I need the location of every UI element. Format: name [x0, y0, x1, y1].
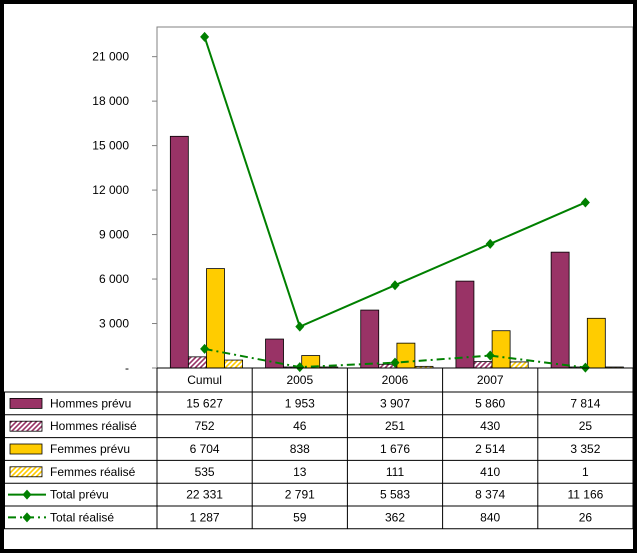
- data-label: 5 583: [380, 488, 410, 502]
- y-tick-label: 21 000: [92, 50, 129, 64]
- legend-marker: [22, 489, 32, 500]
- data-label: 11 166: [567, 488, 603, 502]
- point-marker: [390, 357, 400, 368]
- series-name: Femmes prévu: [50, 442, 130, 456]
- data-label: 251: [385, 419, 405, 433]
- data-label: 1 953: [285, 396, 315, 410]
- legend-swatch: [9, 443, 43, 455]
- category-label: Cumul: [187, 373, 222, 387]
- series-name: Total réalisé: [50, 510, 114, 524]
- data-label: 410: [480, 465, 500, 479]
- data-label: 26: [579, 510, 593, 524]
- bar-femmes-prévu: [491, 330, 511, 369]
- legend-swatch: [9, 420, 43, 432]
- category-label: 2005: [286, 373, 313, 387]
- chart-svg: - 3 000 6 000 9 000 12 000 15 000 18 000 21 000…: [4, 26, 633, 530]
- data-label: 362: [385, 510, 405, 524]
- bar-hommes-prévu: [455, 280, 475, 369]
- data-label: 13: [293, 465, 307, 479]
- chart-frame: - 3 000 6 000 9 000 12 000 15 000 18 000 21 000…: [4, 4, 633, 549]
- point-marker: [200, 343, 210, 354]
- bar-femmes-prévu: [396, 342, 416, 369]
- point-marker: [485, 350, 495, 361]
- data-label: 5 860: [475, 396, 505, 410]
- point-marker: [295, 362, 305, 373]
- data-label: 535: [195, 465, 215, 479]
- point-marker: [200, 31, 210, 42]
- bar-femmes-prévu: [206, 268, 225, 369]
- data-label: 22 331: [186, 488, 223, 502]
- legend-marker: [22, 512, 32, 523]
- series-name: Hommes prévu: [50, 396, 131, 410]
- data-label: 2 514: [475, 442, 505, 456]
- data-label: 1 287: [190, 510, 220, 524]
- plot-area: - 3 000 6 000 9 000 12 000 15 000 18 000 21 000: [92, 26, 633, 375]
- series-name: Total prévu: [50, 488, 109, 502]
- y-tick-label: 9 000: [99, 228, 129, 242]
- y-tick-label: 15 000: [92, 139, 129, 153]
- data-label: 430: [480, 419, 500, 433]
- data-label: 752: [195, 419, 215, 433]
- y-tick-label: -: [125, 361, 129, 375]
- data-label: 2 791: [285, 488, 315, 502]
- data-label: 1: [582, 465, 589, 479]
- point-marker: [390, 280, 400, 291]
- data-label: 6 704: [190, 442, 220, 456]
- data-label: 838: [290, 442, 310, 456]
- bar-hommes-réalisé: [473, 361, 493, 369]
- category-label: 2007: [477, 373, 504, 387]
- point-marker: [295, 321, 305, 332]
- data-label: 7 814: [570, 396, 600, 410]
- legend-swatch: [9, 397, 43, 409]
- bar-hommes-prévu: [169, 135, 189, 369]
- point-marker: [580, 197, 590, 208]
- data-label: 46: [293, 419, 307, 433]
- data-table: Cumul 2005 2006 2007 Hommes prévu 15 627 1 953…: [4, 367, 633, 530]
- data-label: 3 352: [570, 442, 600, 456]
- bar-hommes-réalisé: [188, 356, 207, 369]
- bar-femmes-réalisé: [509, 361, 529, 369]
- data-label: 1 676: [380, 442, 410, 456]
- legend-swatch: [9, 466, 43, 478]
- y-tick-label: 6 000: [99, 272, 129, 286]
- bar-femmes-réalisé: [224, 359, 243, 369]
- series-name: Hommes réalisé: [50, 419, 137, 433]
- data-label: 25: [579, 419, 593, 433]
- bar-femmes-prévu: [586, 317, 606, 369]
- category-label: 2006: [382, 373, 409, 387]
- data-label: 3 907: [380, 396, 410, 410]
- point-marker: [485, 238, 495, 249]
- series-name: Femmes réalisé: [50, 465, 136, 479]
- data-label: 59: [293, 510, 307, 524]
- bar-hommes-prévu: [360, 309, 380, 369]
- data-label: 8 374: [475, 488, 505, 502]
- y-tick-label: 3 000: [99, 317, 129, 331]
- data-label: 111: [386, 465, 405, 479]
- bar-hommes-prévu: [550, 251, 570, 369]
- data-label: 15 627: [186, 396, 223, 410]
- data-label: 840: [480, 510, 500, 524]
- y-tick-label: 18 000: [92, 94, 129, 108]
- y-tick-label: 12 000: [92, 183, 129, 197]
